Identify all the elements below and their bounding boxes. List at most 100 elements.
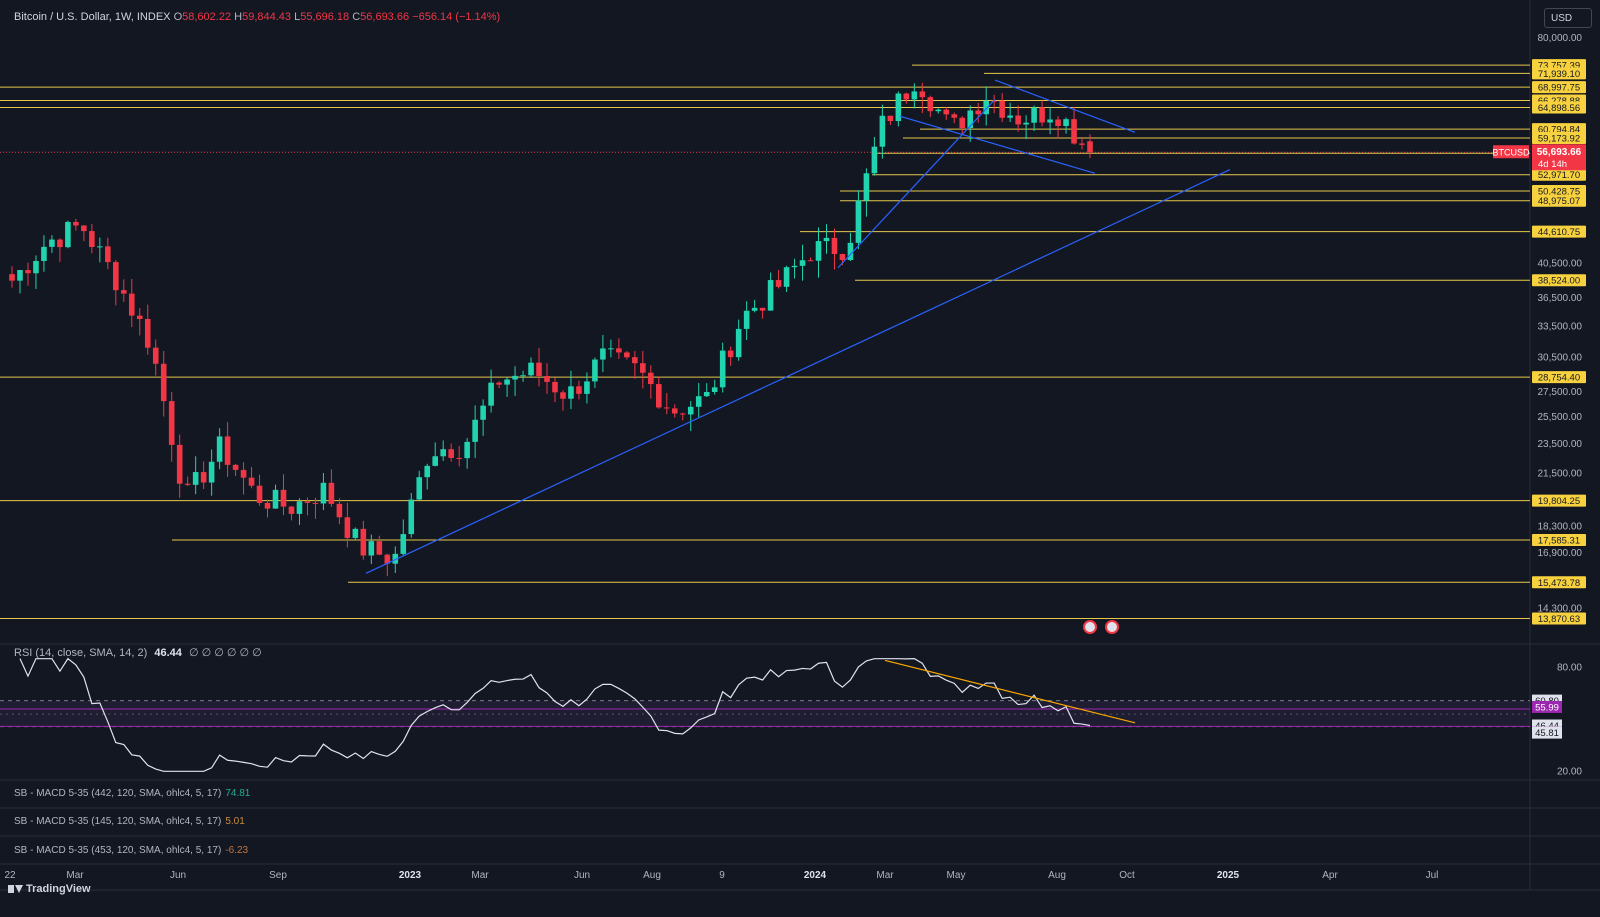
time-axis-label: Apr bbox=[1322, 870, 1338, 881]
candle-body bbox=[504, 379, 510, 385]
rsi-badge-label: 45.81 bbox=[1535, 728, 1559, 739]
time-axis-label: 9 bbox=[719, 870, 725, 881]
candle-body bbox=[184, 483, 191, 485]
candle-body bbox=[144, 318, 151, 348]
candle-body bbox=[879, 115, 886, 147]
candle-body bbox=[536, 362, 542, 376]
level-badge-label: 68,997.75 bbox=[1538, 83, 1580, 94]
time-axis-label: Aug bbox=[643, 870, 661, 881]
level-badge bbox=[1532, 576, 1586, 589]
candle-body bbox=[735, 328, 742, 358]
candle-body bbox=[272, 489, 279, 509]
candle-body bbox=[128, 293, 135, 316]
candle-body bbox=[240, 469, 247, 478]
level-badge bbox=[1532, 185, 1586, 198]
time-axis-label: Aug bbox=[1048, 870, 1066, 881]
trend-line[interactable] bbox=[837, 98, 996, 269]
rsi-badge bbox=[1532, 726, 1562, 739]
level-badge-label: 15,473.78 bbox=[1538, 578, 1580, 589]
rsi-label: RSI (14, close, SMA, 14, 2) bbox=[14, 647, 148, 659]
level-badge-label: 71,939.10 bbox=[1538, 69, 1580, 80]
level-badge-label: 28,754.40 bbox=[1538, 373, 1580, 384]
currency-button[interactable]: USD bbox=[1544, 8, 1592, 28]
candle-body bbox=[408, 499, 415, 535]
candle-body bbox=[903, 93, 910, 100]
trend-line[interactable] bbox=[994, 79, 1136, 133]
candle-body bbox=[815, 241, 822, 261]
candle-body bbox=[967, 110, 974, 129]
candle-body bbox=[1055, 119, 1061, 127]
candle-body bbox=[360, 528, 367, 556]
candle-body bbox=[895, 93, 902, 122]
candle-body bbox=[703, 391, 710, 397]
trend-line[interactable] bbox=[365, 169, 1231, 574]
rsi-extra: ∅ ∅ ∅ ∅ ∅ ∅ bbox=[188, 647, 262, 659]
level-badge-label: 60,794.84 bbox=[1538, 125, 1580, 136]
candle-body bbox=[584, 381, 590, 394]
price-axis-label: 36,500.00 bbox=[1538, 293, 1583, 304]
candle-body bbox=[775, 280, 782, 287]
candle-body bbox=[1007, 115, 1013, 118]
tradingview-logo[interactable]: TradingView bbox=[8, 883, 91, 895]
countdown-label: 4d 14h bbox=[1538, 159, 1567, 170]
candle-body bbox=[25, 270, 31, 274]
candle-body bbox=[679, 413, 686, 415]
price-axis-label: 23,500.00 bbox=[1538, 439, 1583, 450]
level-badge bbox=[1532, 612, 1586, 625]
candle-body bbox=[320, 482, 327, 504]
macd-value: 74.81 bbox=[225, 788, 251, 799]
candle-body bbox=[448, 449, 454, 458]
level-badge bbox=[1532, 81, 1586, 94]
candle-body bbox=[999, 100, 1005, 118]
currency-label: USD bbox=[1551, 12, 1573, 24]
symbol-badge bbox=[1493, 145, 1529, 159]
candle-body bbox=[232, 464, 239, 470]
trend-line[interactable] bbox=[899, 115, 1096, 174]
candle-body bbox=[799, 260, 806, 266]
candle-body bbox=[432, 456, 439, 466]
candle-body bbox=[120, 290, 127, 294]
candle-body bbox=[887, 115, 894, 122]
candle-body bbox=[392, 553, 399, 564]
level-badge-label: 17,585.31 bbox=[1538, 535, 1580, 546]
candle-body bbox=[33, 260, 39, 274]
level-badge-label: 73,757.39 bbox=[1538, 61, 1580, 72]
macd-label: SB - MACD 5-35 (453, 120, SMA, ohlc4, 5,… bbox=[14, 845, 222, 856]
macd-value: -6.23 bbox=[225, 845, 249, 856]
candle-body bbox=[959, 117, 966, 129]
candle-body bbox=[592, 359, 598, 382]
current-price-badge bbox=[1532, 144, 1586, 171]
level-badge bbox=[1532, 168, 1586, 181]
candle-body bbox=[807, 260, 814, 262]
candle-body bbox=[711, 387, 718, 392]
candle-body bbox=[528, 362, 534, 376]
candle-body bbox=[648, 372, 654, 385]
open-label: O bbox=[173, 11, 183, 23]
rsi-trend-line[interactable] bbox=[884, 659, 1136, 724]
close-value: 56,693.66 bbox=[360, 11, 410, 23]
rsi-line bbox=[19, 657, 1091, 772]
candle-body bbox=[1087, 141, 1093, 153]
level-badge bbox=[1532, 194, 1586, 207]
level-badge bbox=[1532, 371, 1586, 384]
candle-body bbox=[831, 237, 838, 255]
low-label: L bbox=[294, 11, 301, 23]
candle-body bbox=[1071, 119, 1077, 144]
flag-icon bbox=[1085, 622, 1095, 632]
candle-body bbox=[1031, 107, 1037, 123]
candle-body bbox=[863, 173, 870, 201]
macd-legend-2: SB - MACD 5-35 (145, 120, SMA, ohlc4, 5,… bbox=[14, 816, 245, 827]
candle-body bbox=[871, 146, 878, 174]
candle-body bbox=[280, 489, 287, 507]
price-axis-label: 25,500.00 bbox=[1538, 412, 1583, 423]
current-price-label: 56,693.66 bbox=[1537, 147, 1582, 158]
candle-body bbox=[304, 501, 311, 503]
level-badge bbox=[1532, 533, 1586, 546]
candle-body bbox=[456, 457, 462, 459]
candle-body bbox=[608, 348, 614, 350]
price-axis-label: 18,300.00 bbox=[1538, 522, 1583, 533]
time-axis-label: Jun bbox=[574, 870, 590, 881]
close-label: C bbox=[352, 11, 361, 23]
candle-body bbox=[576, 386, 582, 394]
